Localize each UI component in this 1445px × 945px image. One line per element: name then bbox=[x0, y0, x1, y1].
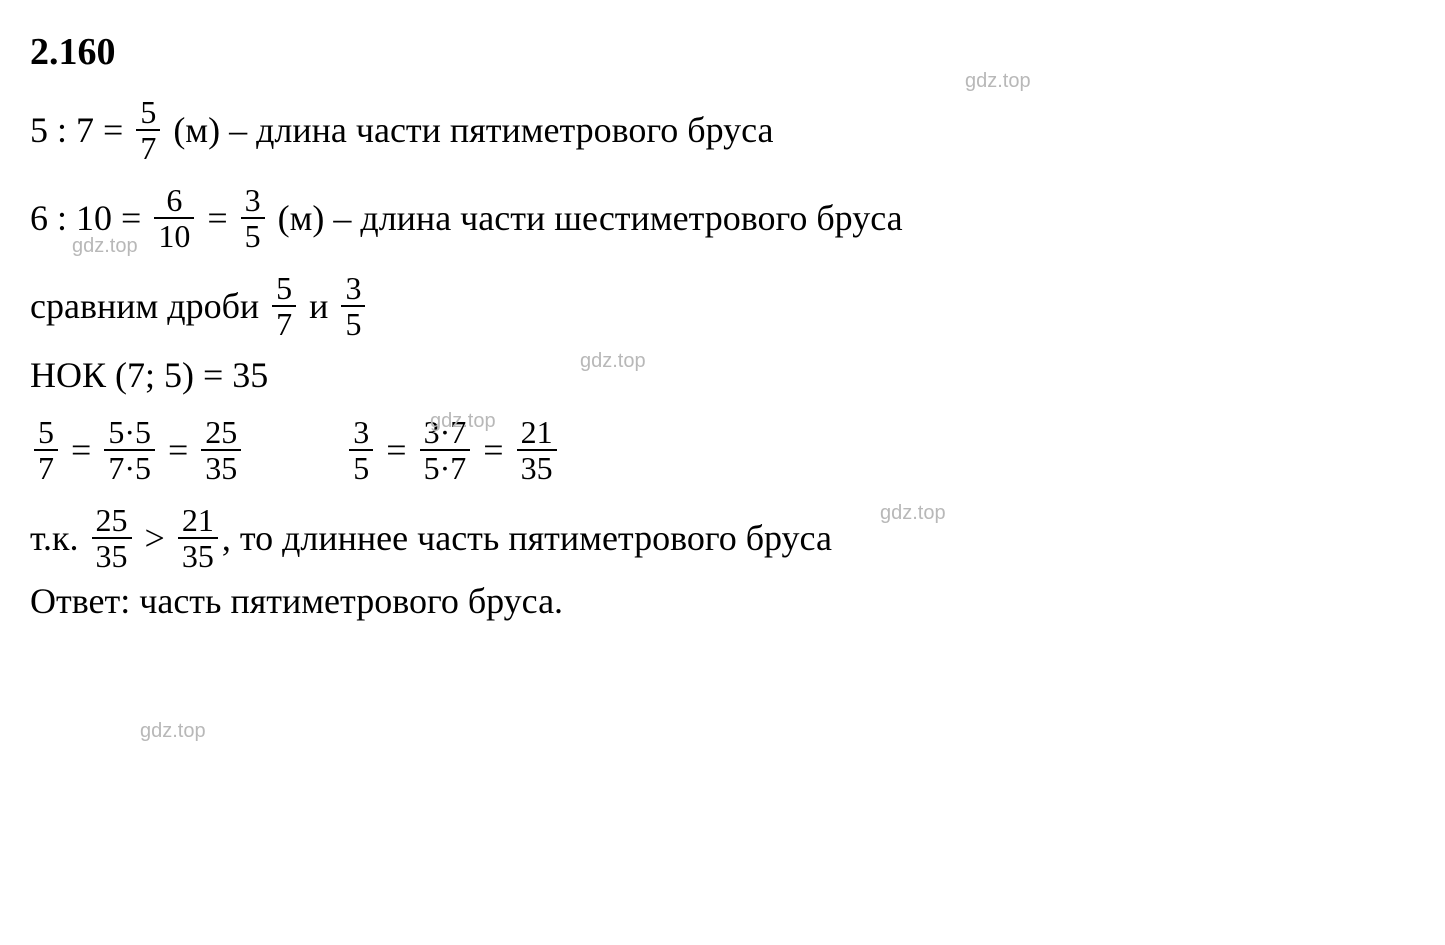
denominator: 35 bbox=[201, 449, 241, 484]
line5-fraction-1: 5 7 bbox=[34, 416, 58, 484]
eq-sign: = bbox=[62, 429, 100, 471]
numerator: 3 bbox=[241, 184, 265, 217]
denominator: 5 bbox=[241, 217, 265, 252]
numerator: 5 bbox=[34, 416, 58, 449]
denominator: 5 bbox=[349, 449, 373, 484]
watermark: gdz.top bbox=[140, 720, 206, 743]
line6-mid: > bbox=[136, 517, 174, 559]
line-3: сравним дроби 5 7 и 3 5 bbox=[30, 272, 1415, 340]
line4-text: НОК (7; 5) = 35 bbox=[30, 354, 268, 396]
line1-fraction: 5 7 bbox=[136, 96, 160, 164]
numerator: 3·7 bbox=[420, 416, 471, 449]
line-5: 5 7 = 5·5 7·5 = 25 35 3 5 = 3·7 5·7 = 21… bbox=[30, 416, 1415, 484]
denominator: 7·5 bbox=[104, 449, 155, 484]
problem-number: 2.160 bbox=[30, 30, 1415, 74]
numerator: 25 bbox=[201, 416, 241, 449]
line6-before: т.к. bbox=[30, 517, 88, 559]
line-6: т.к. 25 35 > 21 35 , то длиннее часть пя… bbox=[30, 504, 1415, 572]
numerator: 21 bbox=[517, 416, 557, 449]
line6-after: , то длиннее часть пятиметрового бруса bbox=[222, 517, 832, 559]
denominator: 35 bbox=[92, 537, 132, 572]
line3-fraction-2: 3 5 bbox=[341, 272, 365, 340]
numerator: 5·5 bbox=[104, 416, 155, 449]
line6-fraction-1: 25 35 bbox=[92, 504, 132, 572]
line5-fraction-3: 25 35 bbox=[201, 416, 241, 484]
line2-mid: = bbox=[198, 197, 236, 239]
eq-sign: = bbox=[159, 429, 197, 471]
line2-before: 6 : 10 = bbox=[30, 197, 150, 239]
answer-text: Ответ: часть пятиметрового бруса. bbox=[30, 580, 563, 622]
line3-fraction-1: 5 7 bbox=[272, 272, 296, 340]
numerator: 5 bbox=[272, 272, 296, 305]
line3-before: сравним дроби bbox=[30, 285, 268, 327]
numerator: 3 bbox=[349, 416, 373, 449]
numerator: 5 bbox=[136, 96, 160, 129]
line-4: НОК (7; 5) = 35 bbox=[30, 354, 1415, 396]
line2-after: (м) – длина части шестиметрового бруса bbox=[269, 197, 903, 239]
line-1: 5 : 7 = 5 7 (м) – длина части пятиметров… bbox=[30, 96, 1415, 164]
line5-fraction-4: 3 5 bbox=[349, 416, 373, 484]
line3-mid: и bbox=[300, 285, 337, 327]
line1-before: 5 : 7 = bbox=[30, 109, 132, 151]
denominator: 35 bbox=[178, 537, 218, 572]
line1-after: (м) – длина части пятиметрового бруса bbox=[164, 109, 773, 151]
denominator: 5 bbox=[341, 305, 365, 340]
denominator: 5·7 bbox=[420, 449, 471, 484]
denominator: 35 bbox=[517, 449, 557, 484]
denominator: 7 bbox=[34, 449, 58, 484]
denominator: 7 bbox=[136, 129, 160, 164]
line2-fraction-1: 6 10 bbox=[154, 184, 194, 252]
eq-sign: = bbox=[474, 429, 512, 471]
eq-sign: = bbox=[377, 429, 415, 471]
line6-fraction-2: 21 35 bbox=[178, 504, 218, 572]
numerator: 25 bbox=[92, 504, 132, 537]
numerator: 3 bbox=[341, 272, 365, 305]
numerator: 21 bbox=[178, 504, 218, 537]
line-2: 6 : 10 = 6 10 = 3 5 (м) – длина части ше… bbox=[30, 184, 1415, 252]
denominator: 7 bbox=[272, 305, 296, 340]
line-7-answer: Ответ: часть пятиметрового бруса. bbox=[30, 580, 1415, 622]
line2-fraction-2: 3 5 bbox=[241, 184, 265, 252]
numerator: 6 bbox=[162, 184, 186, 217]
line5-fraction-2: 5·5 7·5 bbox=[104, 416, 155, 484]
denominator: 10 bbox=[154, 217, 194, 252]
line5-fraction-6: 21 35 bbox=[517, 416, 557, 484]
line5-fraction-5: 3·7 5·7 bbox=[420, 416, 471, 484]
